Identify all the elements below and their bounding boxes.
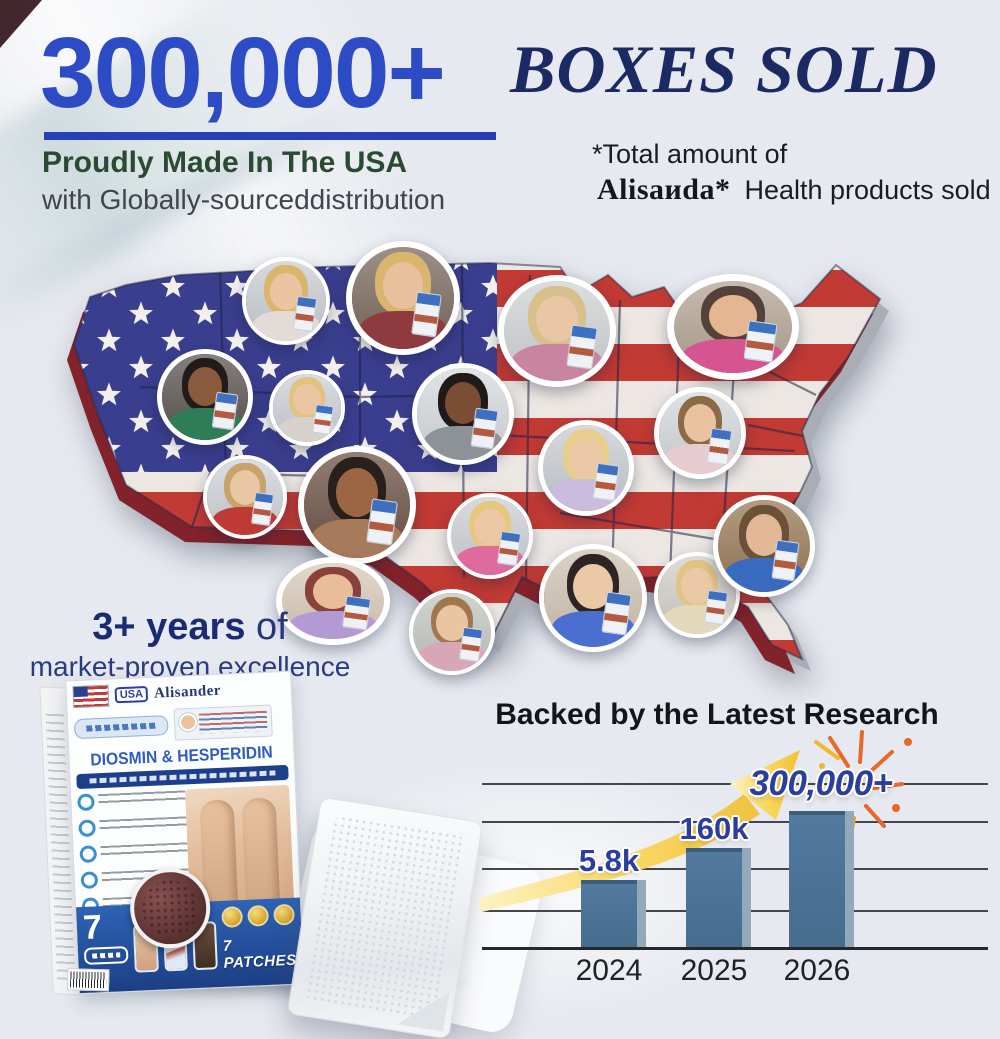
chart-bar-2024 bbox=[581, 880, 637, 947]
chart-year-label: 2024 bbox=[575, 954, 643, 987]
chart-bar-2026 bbox=[789, 811, 845, 947]
box-front: USA Alisander DIOSMIN & HESPERIDIN bbox=[65, 670, 305, 995]
brand-logo-text: Alisaиda* bbox=[597, 173, 731, 206]
bullet-icon bbox=[79, 845, 98, 864]
chart-year-label: 2026 bbox=[783, 954, 851, 987]
chart-bar-2025 bbox=[686, 848, 742, 947]
headline-underline bbox=[44, 132, 496, 140]
research-title: Backed by the Latest Research bbox=[495, 698, 939, 731]
growth-arrow bbox=[478, 750, 800, 912]
distribution-text: with Globally-sourceddistribution bbox=[42, 184, 446, 215]
chart-baseline bbox=[482, 947, 988, 950]
chart-year-label: 2025 bbox=[680, 954, 748, 987]
sales-growth-chart: 5.8k 2024 160k 2025 300,000+ 2026 bbox=[478, 730, 993, 1000]
patch-count: 7 bbox=[82, 908, 103, 947]
patch-sample bbox=[286, 796, 484, 1039]
gold-badge-icon bbox=[273, 903, 296, 926]
years-bold: 3+ years bbox=[92, 606, 246, 648]
footnote-line1: *Total amount of bbox=[592, 139, 788, 169]
years-rest: of bbox=[245, 606, 288, 648]
chart-bar-side bbox=[845, 811, 854, 947]
years-line1: 3+ years of bbox=[16, 606, 364, 649]
bullet-icon bbox=[77, 793, 95, 812]
box-sublabel bbox=[73, 715, 169, 740]
made-in-usa-text: Proudly Made In The USA bbox=[42, 146, 408, 179]
chart-bar-side bbox=[637, 880, 646, 947]
certification-badges bbox=[221, 903, 296, 928]
patches-label: 7 PATCHES bbox=[222, 937, 297, 972]
headline-boxes-sold: BOXES SOLD bbox=[510, 31, 938, 107]
footnote-line2: Alisaиda* Health products sold bbox=[597, 173, 991, 207]
usa-flag-icon bbox=[72, 684, 110, 709]
years-badge: 3+ years of market-proven excellence bbox=[16, 606, 364, 683]
usa-label: USA bbox=[114, 685, 149, 704]
bullet-icon bbox=[80, 871, 99, 890]
count-pill bbox=[83, 945, 129, 965]
chart-value-label: 5.8k bbox=[578, 843, 640, 878]
headline-number: 300,000+ bbox=[40, 17, 446, 129]
chart-value-label: 160k bbox=[679, 811, 749, 846]
product-box: USA Alisander DIOSMIN & HESPERIDIN bbox=[39, 670, 305, 1000]
bullet-icon bbox=[78, 819, 96, 838]
chart-bar-side bbox=[742, 848, 751, 947]
doctor-endorsement bbox=[173, 704, 273, 741]
promo-page: 300,000+ BOXES SOLD Proudly Made In The … bbox=[0, 0, 1000, 1000]
chart-value-label: 300,000+ bbox=[749, 764, 893, 803]
box-brand: Alisander bbox=[153, 682, 222, 702]
doctor-face-icon bbox=[178, 712, 198, 732]
patch-corner-fold bbox=[397, 984, 450, 1032]
map-canton bbox=[74, 263, 497, 472]
gold-badge-icon bbox=[247, 904, 270, 927]
corner-decoration bbox=[0, 0, 42, 48]
footnote-rest: Health products sold bbox=[744, 175, 991, 205]
gold-badge-icon bbox=[221, 906, 244, 928]
barcode bbox=[66, 968, 110, 992]
